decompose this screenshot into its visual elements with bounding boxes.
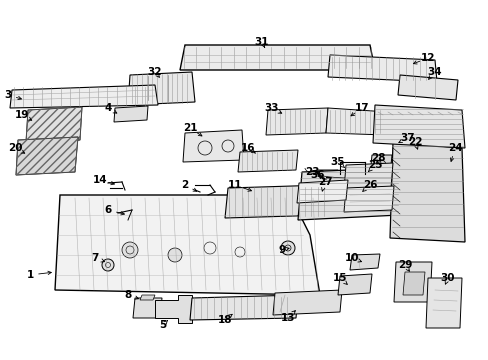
Text: 36: 36: [310, 170, 325, 180]
Polygon shape: [343, 163, 392, 190]
Polygon shape: [296, 180, 347, 203]
Text: 25: 25: [367, 160, 382, 170]
Text: 35: 35: [330, 157, 345, 167]
Polygon shape: [224, 185, 327, 218]
Polygon shape: [190, 295, 297, 320]
Text: 7: 7: [91, 253, 99, 263]
Polygon shape: [393, 262, 431, 302]
Text: 2: 2: [181, 180, 188, 190]
Polygon shape: [128, 72, 195, 105]
Polygon shape: [297, 168, 399, 220]
Text: 37: 37: [400, 133, 414, 143]
Polygon shape: [325, 108, 387, 135]
Text: 13: 13: [280, 313, 295, 323]
Polygon shape: [114, 106, 148, 122]
Polygon shape: [397, 75, 457, 100]
Text: 4: 4: [104, 103, 111, 113]
Polygon shape: [343, 186, 393, 212]
Polygon shape: [10, 85, 158, 108]
Polygon shape: [265, 108, 327, 135]
Circle shape: [281, 241, 294, 255]
Text: 19: 19: [15, 110, 29, 120]
Polygon shape: [133, 298, 162, 318]
Text: 18: 18: [217, 315, 232, 325]
Polygon shape: [402, 272, 424, 295]
Polygon shape: [349, 254, 379, 270]
Text: 31: 31: [254, 37, 269, 47]
Text: 33: 33: [264, 103, 279, 113]
Polygon shape: [16, 137, 78, 175]
Text: 28: 28: [370, 153, 385, 163]
Polygon shape: [26, 107, 82, 142]
Text: 24: 24: [447, 143, 461, 153]
Polygon shape: [180, 45, 374, 70]
Polygon shape: [389, 142, 464, 242]
Text: 3: 3: [4, 90, 12, 100]
Polygon shape: [337, 274, 371, 295]
Text: 30: 30: [440, 273, 454, 283]
Text: 12: 12: [420, 53, 434, 63]
Polygon shape: [272, 290, 341, 315]
Polygon shape: [55, 195, 319, 295]
Text: 21: 21: [183, 123, 197, 133]
Text: 1: 1: [26, 270, 34, 280]
Polygon shape: [183, 130, 244, 162]
Circle shape: [168, 248, 182, 262]
Text: 15: 15: [332, 273, 346, 283]
Circle shape: [395, 129, 403, 137]
Text: 5: 5: [159, 320, 166, 330]
Text: 22: 22: [407, 137, 421, 147]
Text: 26: 26: [362, 180, 376, 190]
Text: 14: 14: [93, 175, 107, 185]
Text: 6: 6: [104, 205, 111, 215]
Text: 10: 10: [344, 253, 359, 263]
Text: 17: 17: [354, 103, 368, 113]
Polygon shape: [315, 170, 337, 185]
Polygon shape: [425, 278, 461, 328]
Text: 32: 32: [147, 67, 162, 77]
Polygon shape: [140, 295, 155, 300]
Text: 34: 34: [427, 67, 442, 77]
Text: 11: 11: [227, 180, 242, 190]
Text: 29: 29: [397, 260, 411, 270]
Text: 16: 16: [240, 143, 255, 153]
Circle shape: [102, 259, 114, 271]
Polygon shape: [155, 295, 192, 323]
Text: 23: 23: [304, 167, 319, 177]
Text: 27: 27: [317, 177, 332, 187]
Polygon shape: [327, 55, 436, 82]
Text: 9: 9: [278, 245, 285, 255]
Text: 8: 8: [124, 290, 131, 300]
Circle shape: [122, 242, 138, 258]
Circle shape: [390, 124, 408, 142]
Text: 20: 20: [8, 143, 22, 153]
Polygon shape: [238, 150, 297, 172]
Polygon shape: [372, 105, 464, 148]
Circle shape: [375, 160, 385, 170]
Polygon shape: [369, 155, 391, 175]
